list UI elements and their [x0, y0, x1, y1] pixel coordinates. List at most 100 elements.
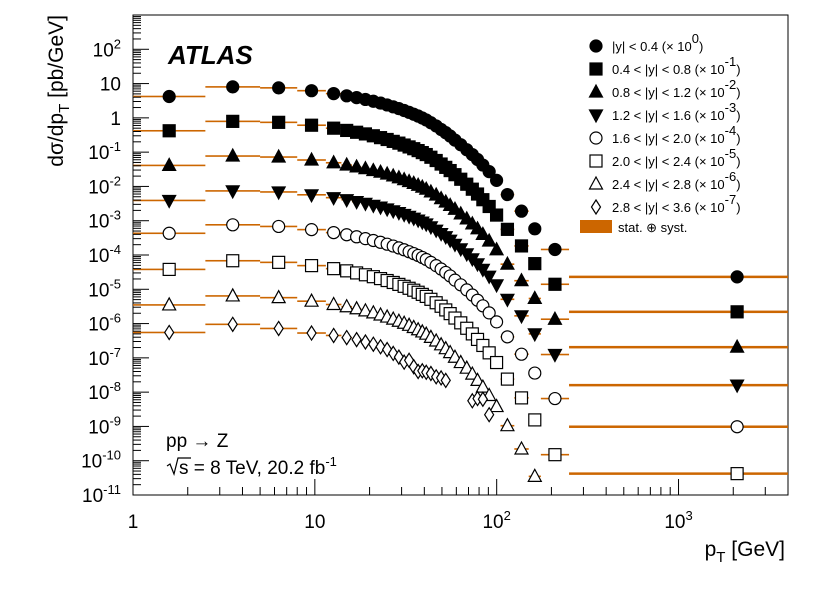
data-point	[547, 310, 563, 325]
data-point	[482, 165, 496, 179]
data-point	[513, 310, 530, 325]
data-point	[527, 328, 543, 343]
data-point	[489, 208, 504, 222]
y-axis-label: dσ/dpT [pb/GeV]	[45, 15, 73, 167]
y-tick-label: 10-2	[88, 173, 121, 198]
y-tick-label: 10-3	[88, 208, 121, 233]
data-point	[339, 298, 355, 313]
data-point	[357, 160, 373, 175]
y-tick-label: 10-10	[81, 448, 121, 473]
data-point	[226, 114, 240, 128]
data-point	[548, 277, 562, 291]
legend-marker	[588, 175, 604, 190]
x-tick-label: 1	[128, 512, 139, 533]
data-point	[272, 81, 286, 95]
legend-entry: 2.0 < |y| < 2.4 (× 10-5)	[612, 146, 741, 169]
data-point	[500, 222, 515, 236]
data-point	[271, 186, 287, 201]
legend-entry: 1.2 < |y| < 1.6 (× 10-3)	[612, 100, 741, 123]
data-point	[489, 315, 504, 329]
y-tick-label: 10-6	[88, 311, 121, 336]
data-point	[162, 124, 176, 138]
data-point	[489, 173, 504, 187]
data-point	[470, 372, 486, 387]
x-tick-label: 102	[482, 508, 510, 533]
data-point	[304, 118, 319, 132]
sqrt-sign	[166, 457, 191, 476]
data-point	[162, 262, 176, 277]
data-point	[225, 287, 241, 302]
data-point	[326, 154, 342, 169]
data-point	[273, 320, 284, 337]
data-point	[226, 218, 240, 232]
data-point	[475, 226, 491, 240]
data-point	[489, 355, 504, 370]
legend-entry: 1.6 < |y| < 2.0 (× 10-4)	[612, 123, 741, 146]
legend-entry: |y| < 0.4 (× 100)	[612, 31, 703, 54]
chart-title: ATLAS	[167, 40, 253, 70]
data-point	[500, 187, 515, 202]
data-point	[227, 316, 238, 333]
legend-band-label: stat. ⊕ syst.	[618, 220, 687, 235]
legend-entry: 2.8 < |y| < 3.6 (× 10-7)	[612, 192, 741, 215]
legend-marker	[588, 109, 604, 124]
data-point	[225, 185, 241, 200]
data-point	[161, 296, 177, 311]
y-tick-label: 10	[100, 75, 121, 96]
y-tick-label: 102	[93, 36, 121, 61]
x-tick-label: 103	[664, 508, 692, 533]
uncertainty-band	[569, 275, 788, 279]
data-point	[482, 306, 496, 320]
data-point	[349, 158, 365, 173]
data-point	[481, 270, 497, 285]
data-point	[162, 226, 176, 240]
uncertainty-band	[569, 383, 788, 387]
uncertainty-band	[569, 345, 788, 349]
data-point	[161, 157, 177, 172]
data-point	[547, 348, 563, 363]
legend-marker	[589, 62, 603, 76]
data-point	[327, 86, 341, 101]
data-point	[161, 194, 177, 209]
data-point	[225, 147, 241, 162]
uncertainty-band	[569, 310, 788, 314]
data-point	[339, 156, 355, 171]
data-point	[271, 289, 287, 304]
data-point	[304, 151, 320, 166]
data-point	[500, 330, 515, 344]
data-point	[548, 448, 562, 462]
y-tick-label: 1	[110, 109, 121, 130]
data-point	[327, 121, 341, 135]
energy-lumi-text: s = 8 TeV, 20.2 fb-1	[179, 454, 337, 479]
data-point	[272, 255, 286, 269]
data-point	[500, 372, 515, 386]
data-point	[514, 204, 529, 218]
data-point	[162, 89, 176, 104]
data-point	[304, 259, 319, 273]
data-point	[304, 189, 320, 204]
legend-entry: 0.4 < |y| < 0.8 (× 10-1)	[612, 54, 741, 77]
data-point	[440, 372, 451, 389]
y-tick-label: 10-9	[88, 413, 121, 438]
uncertainty-band	[569, 425, 788, 428]
data-point	[481, 232, 497, 247]
legend-band-swatch	[580, 220, 612, 233]
data-point	[499, 293, 515, 308]
data-point	[489, 241, 505, 256]
data-point	[304, 223, 319, 237]
data-point	[528, 257, 542, 271]
data-point	[349, 300, 365, 315]
data-point	[341, 329, 352, 346]
data-point	[326, 192, 342, 206]
uncertainty-band	[569, 472, 788, 475]
legend-marker	[590, 198, 602, 216]
data-point	[548, 242, 562, 257]
data-point	[514, 347, 529, 361]
data-point	[339, 194, 355, 208]
data-point	[513, 272, 530, 287]
data-point	[226, 254, 240, 268]
data-point	[304, 292, 320, 307]
data-point	[514, 391, 529, 405]
data-markers	[161, 80, 745, 482]
